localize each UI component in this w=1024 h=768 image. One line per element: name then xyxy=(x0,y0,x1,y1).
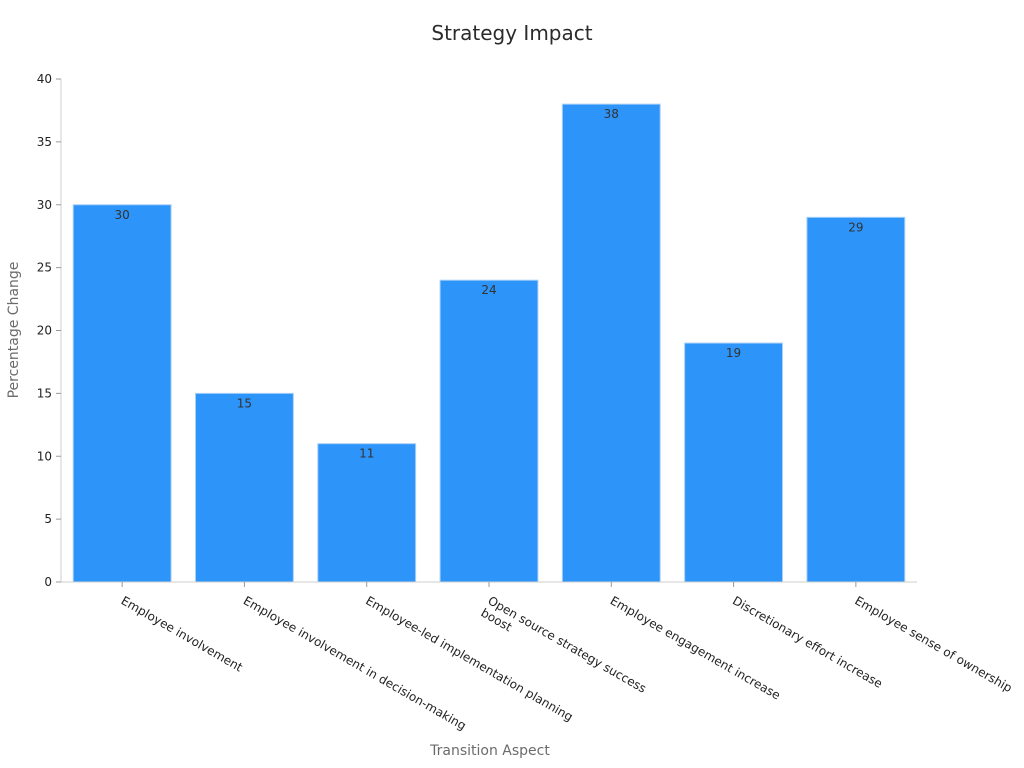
data-label: 24 xyxy=(481,283,496,297)
bar xyxy=(72,204,172,583)
x-tick-label: Employee involvement xyxy=(119,593,246,674)
y-axis-title: Percentage Change xyxy=(6,262,22,399)
bar xyxy=(439,279,539,583)
data-label: 19 xyxy=(726,346,741,360)
x-axis-title: Transition Aspect xyxy=(429,743,550,759)
y-tick-label: 5 xyxy=(44,512,52,526)
y-tick-label: 35 xyxy=(37,135,52,149)
bar xyxy=(684,342,783,583)
data-label: 11 xyxy=(359,447,374,461)
data-label: 29 xyxy=(848,220,863,234)
x-tick-label: Employee involvement in decision-making xyxy=(241,593,469,732)
data-label: 15 xyxy=(237,396,252,410)
bar xyxy=(317,443,417,583)
x-tick-label-line: Employee-led implementation planning xyxy=(363,593,575,724)
y-tick-label: 10 xyxy=(37,449,52,463)
data-label: 30 xyxy=(115,208,130,222)
y-tick-label: 40 xyxy=(37,72,52,86)
x-tick-label-line: Employee involvement in decision-making xyxy=(241,593,469,732)
data-label: 38 xyxy=(604,107,619,121)
data-labels-layer: 30 15 11 24 38 19 29 xyxy=(115,107,864,461)
chart-title: Strategy Impact xyxy=(431,21,592,45)
bars-layer xyxy=(72,103,906,583)
y-tick-label: 30 xyxy=(37,198,52,212)
y-tick-label: 20 xyxy=(37,324,52,338)
y-tick-label: 15 xyxy=(37,386,52,400)
y-tick-label: 0 xyxy=(44,575,52,589)
x-tick-label: Employee-led implementation planning xyxy=(363,593,575,724)
bar xyxy=(806,216,906,583)
bar xyxy=(561,103,661,583)
y-tick-label: 25 xyxy=(37,261,52,275)
bar xyxy=(195,392,294,583)
x-tick-label-line: Employee involvement xyxy=(119,593,246,674)
y-axis: 0 5 10 15 20 25 30 35 40 xyxy=(37,72,62,589)
